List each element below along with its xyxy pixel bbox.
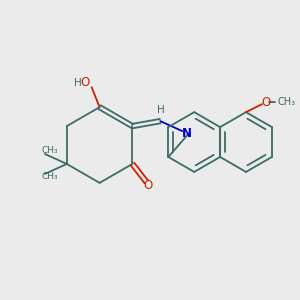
Text: O: O: [144, 179, 153, 192]
Text: O: O: [261, 96, 271, 109]
Text: H: H: [158, 105, 165, 115]
Text: H: H: [74, 78, 82, 88]
Text: CH₃: CH₃: [278, 97, 296, 107]
Text: CH₃: CH₃: [42, 146, 58, 155]
Text: N: N: [182, 127, 192, 140]
Text: CH₃: CH₃: [42, 172, 58, 182]
Text: O: O: [80, 76, 89, 89]
